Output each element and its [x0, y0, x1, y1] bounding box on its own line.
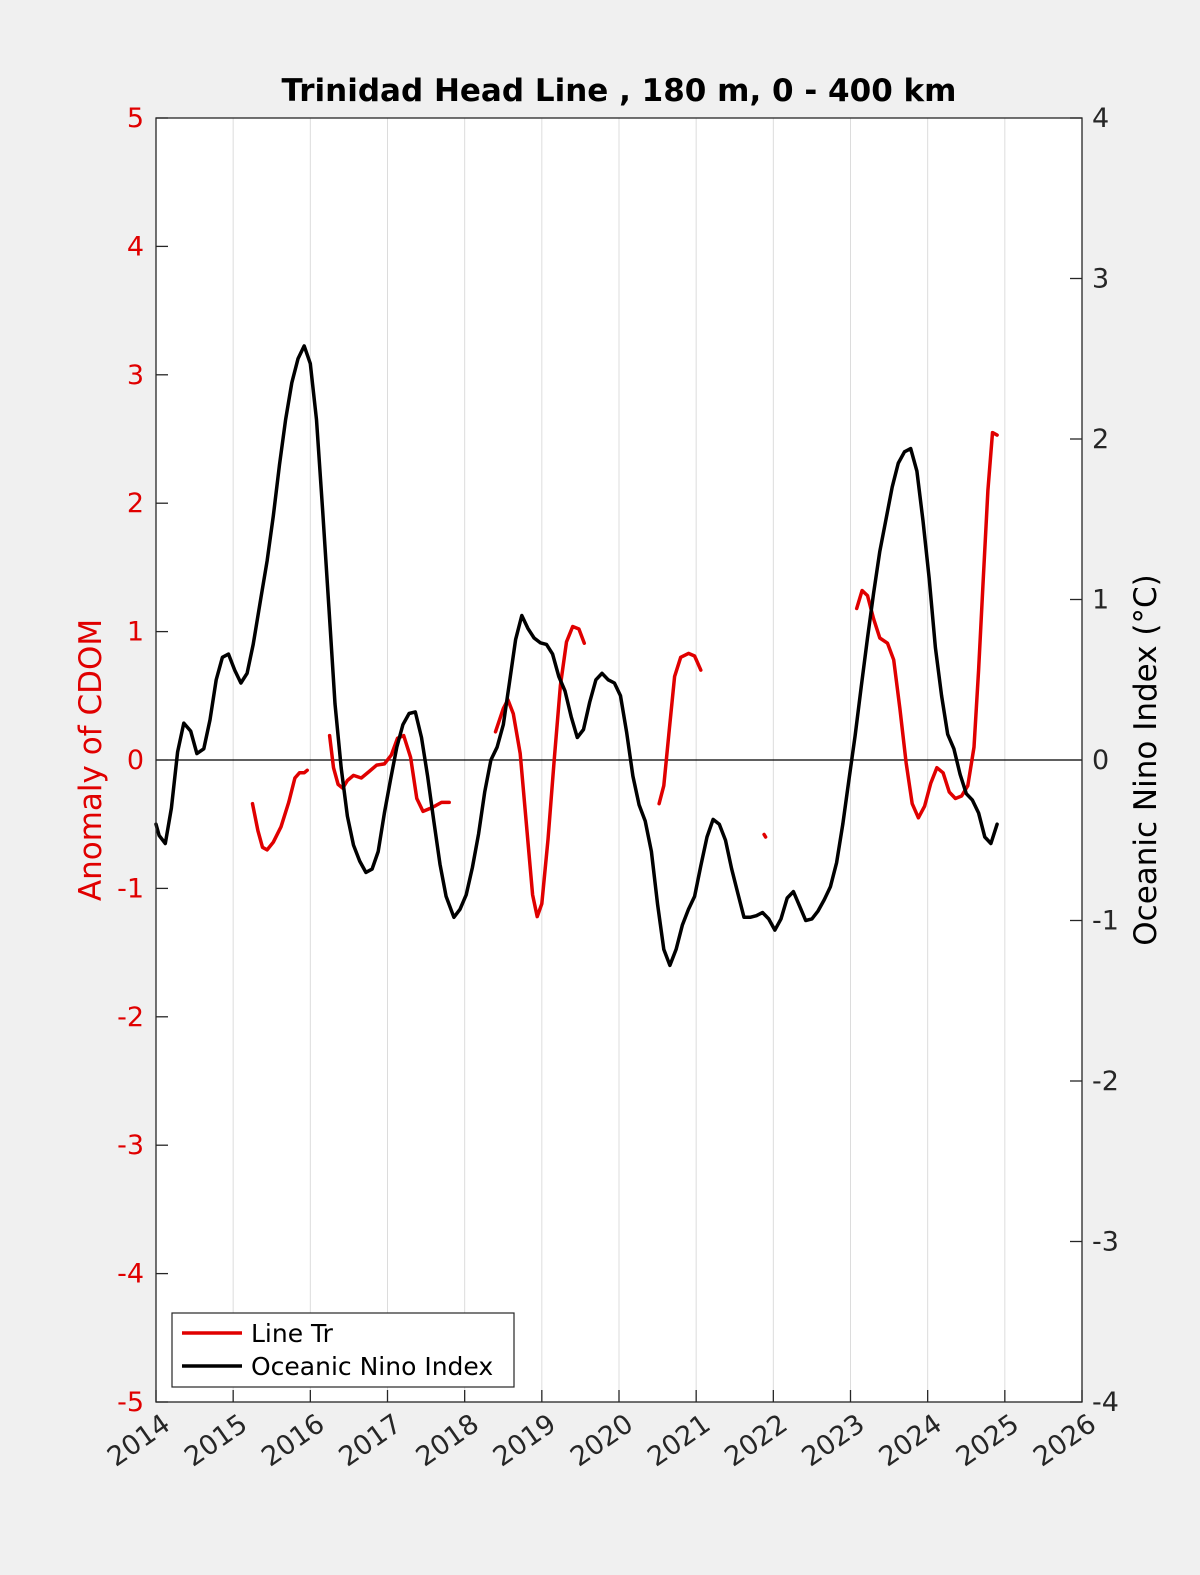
x-tick-label-2025: 2025 [951, 1408, 1025, 1473]
legend-label-oni: Oceanic Nino Index [251, 1352, 493, 1381]
chart-title: Trinidad Head Line , 180 m, 0 - 400 km [282, 73, 957, 109]
line-tr-series-line-3 [657, 651, 703, 806]
right-tick-label--4: -4 [1092, 1387, 1119, 1418]
x-tick-label-2016: 2016 [256, 1408, 330, 1473]
x-tick-label-2015: 2015 [179, 1408, 253, 1473]
x-tick-label-2017: 2017 [333, 1408, 407, 1473]
line-tr-series-line-2 [493, 624, 587, 919]
series-layer [154, 344, 999, 968]
left-y-axis-label: Anomaly of CDOM [73, 619, 109, 901]
left-tick-label--1: -1 [117, 873, 144, 904]
left-tick-label-3: 3 [127, 360, 144, 391]
left-tick-label-4: 4 [127, 231, 144, 262]
x-tick-label-2023: 2023 [796, 1408, 870, 1473]
x-tick-label-2022: 2022 [719, 1408, 793, 1473]
x-tick-label-2014: 2014 [102, 1408, 176, 1473]
right-tick-label-2: 2 [1092, 424, 1109, 455]
x-tick-label-2026: 2026 [1028, 1408, 1102, 1473]
x-tick-label-2019: 2019 [488, 1408, 562, 1473]
left-tick-label-2: 2 [127, 488, 144, 519]
line-tr-series-line-5 [854, 430, 999, 820]
right-tick-label-0: 0 [1092, 745, 1109, 776]
x-tick-label-2018: 2018 [411, 1408, 485, 1473]
left-y-axis-ticks: -5 -4 -3 -2 -1 0 1 2 3 4 5 [117, 103, 168, 1418]
left-tick-label--3: -3 [117, 1130, 144, 1161]
right-tick-label--2: -2 [1092, 1066, 1119, 1097]
x-tick-label-2020: 2020 [565, 1408, 639, 1473]
right-y-axis-ticks: -4 -3 -2 -1 0 1 2 3 4 [1070, 103, 1119, 1418]
right-tick-label-1: 1 [1092, 585, 1109, 616]
left-tick-label-1: 1 [127, 617, 144, 648]
left-tick-label-5: 5 [127, 103, 144, 134]
left-tick-label--5: -5 [117, 1387, 144, 1418]
legend-box [171, 1312, 515, 1388]
right-tick-label--3: -3 [1092, 1227, 1119, 1258]
oni-series-line-0 [154, 344, 999, 968]
x-tick-label-2024: 2024 [874, 1408, 948, 1473]
left-tick-label-0: 0 [127, 745, 144, 776]
legend-label-line-tr: Line Tr [251, 1319, 334, 1348]
line-tr-series-line-4 [762, 832, 768, 839]
left-tick-label--2: -2 [117, 1002, 144, 1033]
line-tr-series-line-0 [250, 768, 309, 852]
legend: Line Tr Oceanic Nino Index [171, 1312, 515, 1388]
left-tick-label--4: -4 [117, 1259, 144, 1290]
right-tick-label-3: 3 [1092, 264, 1109, 295]
right-y-axis-label: Oceanic Nino Index (°C) [1128, 574, 1164, 945]
right-tick-label--1: -1 [1092, 906, 1119, 937]
right-tick-label-4: 4 [1092, 103, 1109, 134]
x-tick-label-2021: 2021 [642, 1408, 716, 1473]
